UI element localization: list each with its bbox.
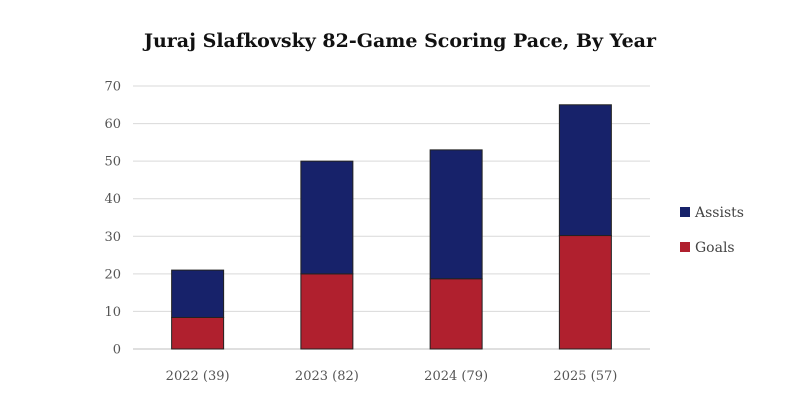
x-axis-labels: 2022 (39) 2023 (82) 2024 (79) 2025 (57) xyxy=(166,369,618,384)
y-tick-label: 0 xyxy=(113,343,121,358)
y-tick-label: 60 xyxy=(104,117,121,132)
bars xyxy=(171,104,612,350)
legend-swatch-assists xyxy=(680,207,690,217)
y-tick-label: 30 xyxy=(104,230,121,245)
chart-title: Juraj Slafkovsky 82-Game Scoring Pace, B… xyxy=(143,30,657,52)
bar-goals-3 xyxy=(558,235,612,350)
bar-goals-0 xyxy=(171,316,225,350)
bar-assists-2 xyxy=(429,149,483,280)
x-tick-label: 2022 (39) xyxy=(166,369,230,384)
bar-assists-0 xyxy=(171,269,225,318)
y-tick-label: 40 xyxy=(104,192,121,207)
y-axis-ticks: 0 10 20 30 40 50 60 70 xyxy=(104,80,121,358)
x-tick-label: 2025 (57) xyxy=(553,369,617,384)
y-tick-label: 20 xyxy=(104,267,121,282)
y-tick-label: 10 xyxy=(104,305,121,320)
legend-label-goals: Goals xyxy=(695,240,735,256)
y-tick-label: 70 xyxy=(104,80,121,95)
x-tick-label: 2024 (79) xyxy=(424,369,488,384)
bar-assists-1 xyxy=(300,160,354,275)
x-tick-label: 2023 (82) xyxy=(295,369,359,384)
y-tick-label: 50 xyxy=(104,155,121,170)
bar-goals-2 xyxy=(429,278,483,350)
bar-assists-3 xyxy=(558,104,612,237)
legend-label-assists: Assists xyxy=(694,205,744,221)
bar-goals-1 xyxy=(300,273,354,350)
legend-swatch-goals xyxy=(680,242,690,252)
legend: Assists Goals xyxy=(680,205,744,256)
